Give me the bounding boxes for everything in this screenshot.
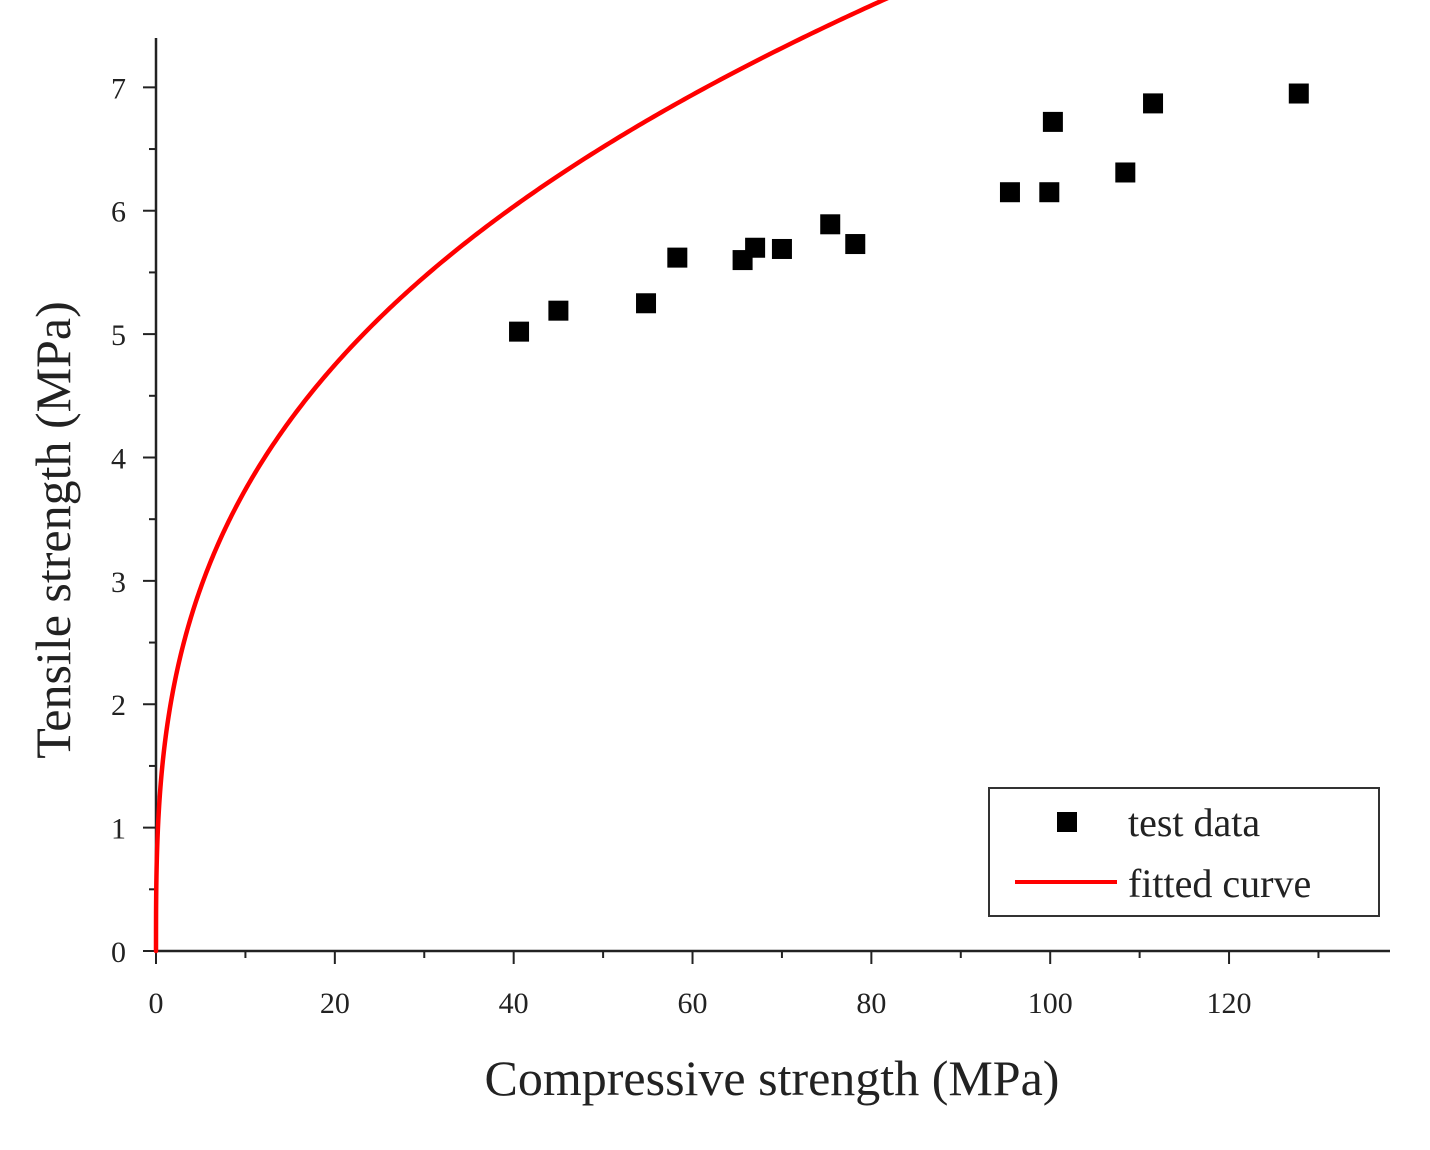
data-point	[1143, 93, 1164, 114]
data-point	[1288, 83, 1309, 104]
legend: test data fitted curve	[988, 787, 1380, 917]
y-tick-label: 4	[111, 442, 126, 475]
test-data-layer	[509, 83, 1309, 342]
x-tick-label: 100	[1028, 987, 1073, 1020]
x-tick-label: 0	[149, 987, 164, 1020]
x-axis-title: Compressive strength (MPa)	[485, 1050, 1060, 1106]
y-tick-label: 6	[111, 196, 126, 229]
x-tick-label: 20	[320, 987, 350, 1020]
y-tick-label: 1	[111, 813, 126, 846]
data-point	[667, 247, 688, 268]
legend-label-fitted-curve: fitted curve	[1128, 861, 1311, 906]
fitted-curve-line	[153, 0, 889, 954]
data-point	[1039, 182, 1060, 203]
data-point	[999, 182, 1020, 203]
fitted-curve-layer	[153, 0, 889, 954]
legend-square-marker-icon	[1057, 812, 1077, 832]
data-point	[509, 321, 530, 342]
y-axis-title: Tensile strength (MPa)	[25, 301, 81, 759]
data-point	[820, 214, 841, 235]
data-point	[845, 234, 866, 255]
y-tick-label: 5	[111, 319, 126, 352]
data-point	[1115, 162, 1136, 183]
legend-box	[988, 787, 1380, 917]
data-point	[1042, 111, 1063, 132]
y-tick-label: 0	[111, 936, 126, 969]
data-point	[548, 300, 569, 321]
x-tick-label: 80	[856, 987, 886, 1020]
data-point	[745, 237, 766, 258]
y-tick-label: 3	[111, 566, 126, 599]
data-point	[636, 293, 657, 314]
data-point	[771, 238, 792, 259]
axes: 0 20 40 60 80 100 120 0 1 2 3 4 5 6 7	[111, 38, 1390, 1020]
x-tick-label: 120	[1207, 987, 1252, 1020]
y-tick-label: 2	[111, 689, 126, 722]
x-tick-label: 60	[678, 987, 708, 1020]
x-tick-label: 40	[499, 987, 529, 1020]
legend-label-test-data: test data	[1128, 800, 1260, 845]
y-tick-label: 7	[111, 72, 126, 105]
